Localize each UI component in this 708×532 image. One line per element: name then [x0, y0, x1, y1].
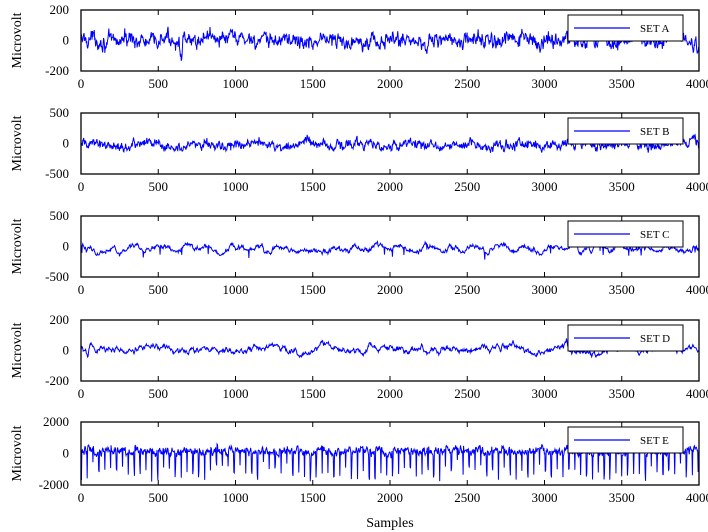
x-tick-label: 500	[149, 179, 169, 194]
legend-label: SET E	[640, 435, 669, 447]
x-tick-label: 3500	[609, 76, 635, 91]
x-tick-label: 4000	[686, 282, 708, 297]
subplot-set-a: 0 500 1000 1500 2000 2500 3000 3500 4000 -200 0 200…	[10, 2, 708, 91]
x-tick-label: 2000	[377, 386, 403, 401]
y-tick-label: -500	[45, 166, 69, 181]
subplot-set-e: 0 500 1000 1500 2000 2500 3000 3500 4000 -2000 0 20…	[10, 414, 708, 505]
y-tick-label: -500	[45, 269, 69, 284]
x-tick-label: 3000	[532, 282, 558, 297]
y-tick-label: 0	[63, 33, 70, 48]
x-tick-label: 1000	[223, 386, 249, 401]
y-axis-label: Microvolt	[10, 115, 25, 171]
x-tick-label: 2000	[377, 76, 403, 91]
subplot-set-c: 0 500 1000 1500 2000 2500 3000 3500 4000 -500 0 500…	[10, 208, 708, 297]
subplot-set-b: 0 500 1000 1500 2000 2500 3000 3500 4000 -500 0 500…	[10, 105, 708, 194]
x-tick-label: 500	[149, 490, 169, 505]
y-tick-label: 0	[63, 343, 70, 358]
x-tick-label: 2000	[377, 282, 403, 297]
x-tick-label: 2500	[454, 179, 480, 194]
x-tick-label: 1000	[223, 282, 249, 297]
x-tick-label: 3500	[609, 282, 635, 297]
y-tick-label: 500	[50, 105, 70, 120]
x-tick-label: 1500	[300, 76, 326, 91]
x-tick-label: 500	[149, 76, 169, 91]
x-tick-label: 0	[78, 386, 85, 401]
x-tick-label: 2000	[377, 490, 403, 505]
x-tick-label: 1000	[223, 490, 249, 505]
signal-line	[81, 133, 699, 153]
y-tick-label: 200	[50, 312, 70, 327]
x-tick-label: 4000	[686, 386, 708, 401]
x-tick-label: 2500	[454, 386, 480, 401]
x-tick-label: 2500	[454, 76, 480, 91]
y-axis-label: Microvolt	[10, 425, 25, 481]
x-tick-label: 3500	[609, 490, 635, 505]
y-tick-label: 500	[50, 208, 70, 223]
legend-label: SET C	[640, 229, 669, 241]
legend-label: SET D	[640, 333, 670, 345]
x-tick-label: 4000	[686, 76, 708, 91]
x-tick-label: 500	[149, 386, 169, 401]
x-tick-label: 2000	[377, 179, 403, 194]
y-tick-label: 0	[63, 239, 70, 254]
legend-label: SET B	[640, 126, 669, 138]
y-tick-label: 0	[63, 136, 70, 151]
x-tick-label: 1000	[223, 76, 249, 91]
legend-label: SET A	[640, 23, 670, 35]
x-axis-label: Samples	[366, 516, 413, 531]
x-tick-label: 1500	[300, 282, 326, 297]
x-tick-label: 3000	[532, 490, 558, 505]
x-tick-label: 0	[78, 179, 85, 194]
y-tick-label: -200	[45, 373, 69, 388]
y-tick-label: 2000	[43, 414, 69, 429]
y-axis-label: Microvolt	[10, 322, 25, 378]
x-tick-label: 1500	[300, 179, 326, 194]
x-tick-label: 1500	[300, 386, 326, 401]
y-tick-label: 0	[63, 446, 70, 461]
y-tick-label: -200	[45, 63, 69, 78]
x-tick-label: 3000	[532, 179, 558, 194]
x-tick-label: 3500	[609, 179, 635, 194]
x-tick-label: 0	[78, 76, 85, 91]
x-tick-label: 500	[149, 282, 169, 297]
y-tick-label: -2000	[39, 477, 69, 492]
x-tick-label: 0	[78, 490, 85, 505]
y-axis-label: Microvolt	[10, 218, 25, 274]
subplot-set-d: 0 500 1000 1500 2000 2500 3000 3500 4000 -200 0 200…	[10, 312, 708, 401]
x-tick-label: 1000	[223, 179, 249, 194]
x-tick-label: 2500	[454, 282, 480, 297]
x-tick-label: 4000	[686, 490, 708, 505]
x-tick-label: 1500	[300, 490, 326, 505]
x-tick-label: 3500	[609, 386, 635, 401]
x-tick-label: 3000	[532, 76, 558, 91]
x-tick-label: 2500	[454, 490, 480, 505]
y-axis-label: Microvolt	[10, 12, 25, 68]
y-tick-label: 200	[50, 2, 70, 17]
x-tick-label: 3000	[532, 386, 558, 401]
signal-line	[81, 337, 699, 359]
x-tick-label: 4000	[686, 179, 708, 194]
x-tick-label: 0	[78, 282, 85, 297]
